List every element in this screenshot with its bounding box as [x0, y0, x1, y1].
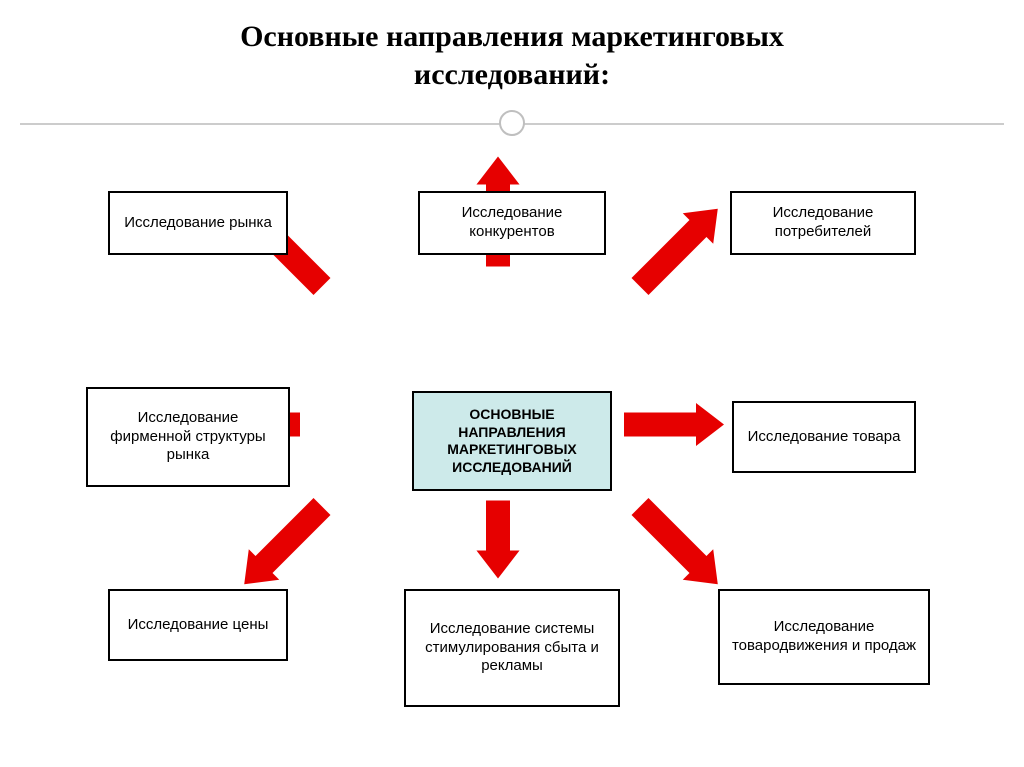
page-title: Основные направления маркетинговых иссле… — [0, 18, 1024, 93]
node-n5: Исследование товара — [732, 401, 916, 473]
node-n4: Исследование фирменной структуры рынка — [86, 387, 290, 487]
diagram-canvas: ОСНОВНЫЕ НАПРАВЛЕНИЯ МАРКЕТИНГОВЫХ ИССЛЕ… — [0, 151, 1024, 751]
node-label-n1: Исследование рынка — [124, 214, 272, 233]
node-label-n8: Исследование товародвижения и продаж — [728, 618, 920, 656]
node-n1: Исследование рынка — [108, 191, 288, 255]
title-line-2: исследований: — [414, 58, 610, 91]
node-label-n5: Исследование товара — [748, 428, 901, 447]
center-node: ОСНОВНЫЕ НАПРАВЛЕНИЯ МАРКЕТИНГОВЫХ ИССЛЕ… — [412, 391, 612, 491]
node-label-n6: Исследование цены — [128, 616, 269, 635]
node-n6: Исследование цены — [108, 589, 288, 661]
node-label-n4: Исследование фирменной структуры рынка — [96, 409, 280, 465]
center-node-label: ОСНОВНЫЕ НАПРАВЛЕНИЯ МАРКЕТИНГОВЫХ ИССЛЕ… — [422, 406, 602, 476]
node-n8: Исследование товародвижения и продаж — [718, 589, 930, 685]
title-line-1: Основные направления маркетинговых — [240, 20, 784, 53]
node-label-n3: Исследование потребителей — [740, 204, 906, 242]
node-label-n7: Исследование системы стимулирования сбыт… — [414, 620, 610, 676]
title-area: Основные направления маркетинговых иссле… — [0, 0, 1024, 93]
node-n2: Исследование конкурентов — [418, 191, 606, 255]
node-n7: Исследование системы стимулирования сбыт… — [404, 589, 620, 707]
node-n3: Исследование потребителей — [730, 191, 916, 255]
node-label-n2: Исследование конкурентов — [428, 204, 596, 242]
